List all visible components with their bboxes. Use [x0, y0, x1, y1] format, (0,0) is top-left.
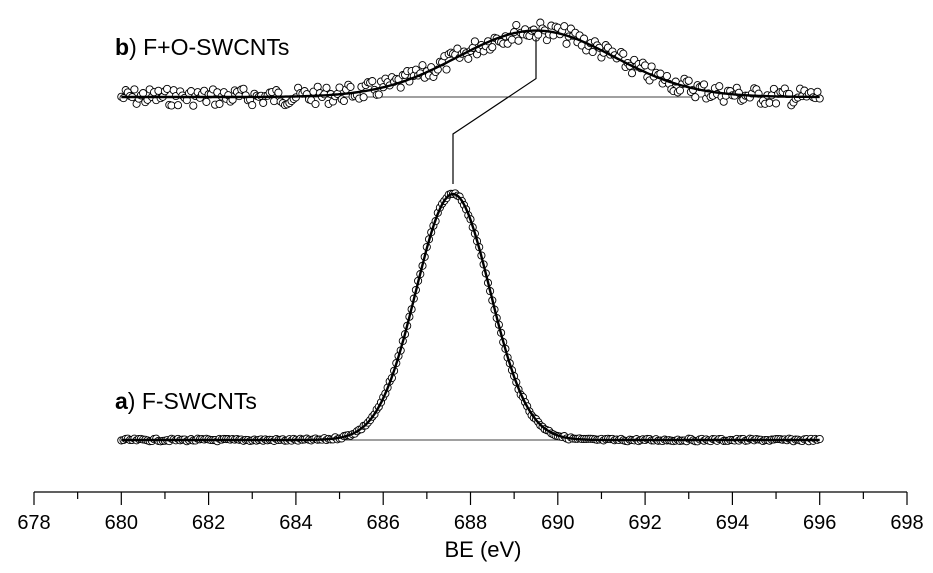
- data-point-b: [359, 93, 368, 102]
- fit-curves: [121, 29, 820, 442]
- x-tick-label: 690: [541, 512, 574, 534]
- data-point-b: [470, 37, 479, 46]
- data-point-b: [215, 99, 224, 108]
- data-point-b: [514, 36, 523, 45]
- data-point-b: [311, 99, 320, 109]
- data-point-b: [464, 54, 473, 63]
- data-point-b: [335, 83, 344, 92]
- series-label-b: b) F+O-SWCNTs: [115, 34, 289, 60]
- data-point-b: [453, 44, 462, 53]
- data-point-b: [202, 97, 211, 106]
- data-point-b: [813, 87, 822, 96]
- x-axis: 678 680 682 684 686 688 690 692 694 696 698: [17, 491, 924, 534]
- data-point-b: [588, 47, 597, 57]
- data-point-b: [647, 62, 656, 71]
- x-tick-label: 682: [192, 512, 225, 534]
- data-point-b: [512, 20, 521, 30]
- x-tick-label: 696: [803, 512, 836, 534]
- x-tick-label: 698: [890, 512, 923, 534]
- x-tick-label: 694: [716, 512, 749, 534]
- data-point-b: [163, 84, 172, 93]
- data-point-b: [274, 88, 283, 97]
- data-point-b: [239, 84, 248, 93]
- data-point-b: [560, 22, 569, 31]
- data-points: [117, 18, 824, 446]
- peak-shift-connector: [452, 38, 537, 184]
- data-point-b: [442, 65, 451, 74]
- data-point-b: [418, 61, 427, 70]
- data-point-b: [507, 35, 517, 44]
- fit-curve-a: [121, 192, 820, 442]
- x-tick-label: 684: [279, 512, 312, 534]
- x-tick-label: 692: [628, 512, 661, 534]
- x-tick-label: 688: [454, 512, 487, 534]
- data-point-b: [562, 39, 571, 48]
- data-point-b: [248, 101, 257, 110]
- data-point-b: [130, 85, 139, 94]
- x-tick-label: 680: [105, 512, 138, 534]
- data-point-b: [699, 80, 709, 89]
- data-point-b: [374, 90, 383, 99]
- data-point-b: [396, 83, 405, 92]
- data-point-b: [259, 98, 268, 107]
- data-point-b: [715, 82, 724, 91]
- data-point-b: [368, 77, 377, 86]
- data-point-b: [771, 99, 781, 108]
- x-tick-label: 686: [367, 512, 400, 534]
- fit-curve-b: [121, 29, 820, 99]
- data-point-b: [488, 43, 497, 52]
- x-axis-title: BE (eV): [444, 537, 521, 562]
- data-point-b: [139, 89, 148, 98]
- data-point-b: [619, 49, 628, 58]
- data-point-b: [339, 96, 348, 106]
- data-point-b: [684, 76, 693, 85]
- data-point-b: [322, 83, 331, 92]
- data-point-b: [641, 61, 650, 70]
- data-point-b: [662, 71, 671, 81]
- data-point-b: [346, 82, 355, 91]
- data-point-b: [173, 101, 183, 110]
- data-point-b: [189, 101, 198, 110]
- data-point-b: [691, 93, 700, 102]
- data-point-b: [627, 69, 637, 78]
- series-label-a: a) F-SWCNTs: [115, 388, 257, 414]
- x-tick-label: 678: [17, 512, 50, 534]
- peak-shift-line: [452, 38, 537, 184]
